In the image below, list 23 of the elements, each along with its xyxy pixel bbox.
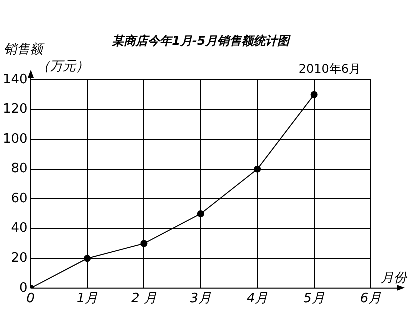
y-tick-label: 20 xyxy=(11,251,28,266)
point xyxy=(310,91,318,98)
chart-title: 某商店今年1月-5月销售额统计图 xyxy=(111,34,292,48)
y-axis-title: 销售额（万元） xyxy=(4,42,89,74)
x-tick-label: 4月 xyxy=(246,292,268,307)
y-tick-label: 140 xyxy=(2,72,28,88)
y-tick-label: 60 xyxy=(11,191,28,206)
y-tick-label: 0 xyxy=(20,280,28,296)
text: 2010年6月 xyxy=(298,62,361,76)
y-tick-label: 120 xyxy=(2,102,28,118)
x-tick-label: 3月 xyxy=(190,292,212,307)
x-tick-label: 6月 xyxy=(360,292,382,307)
y-tick-label: 40 xyxy=(11,221,28,236)
x-axis-title: 月份 xyxy=(381,270,408,286)
point xyxy=(197,210,204,218)
x-tick-label: 5月 xyxy=(304,292,325,307)
point xyxy=(140,240,148,248)
y-tick-label: 80 xyxy=(11,162,28,177)
x-tick-label: 2 月 xyxy=(132,292,157,307)
x-tick-label: 1月 xyxy=(76,292,98,307)
point xyxy=(254,166,262,173)
point xyxy=(84,255,92,262)
y-tick-label: 100 xyxy=(2,132,28,147)
